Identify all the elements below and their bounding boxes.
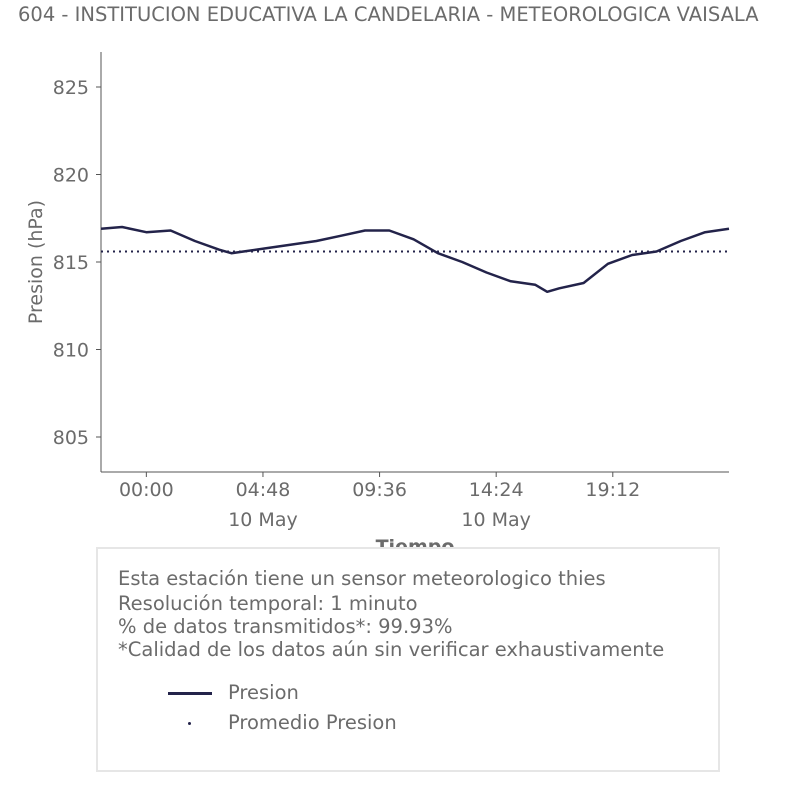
pressure-chart: 604 - INSTITUCION EDUCATIVA LA CANDELARI… [18,3,759,558]
series-layer [100,225,730,294]
info-quality-text: *Calidad de los datos aún sin verificar … [118,638,665,661]
y-axis-ticks: 805 810 815 820 825 [53,77,101,449]
x-tick-label: 04:48 [236,479,291,501]
info-resolution-text: Resolución temporal: 1 minuto [118,592,418,615]
x-axis-ticks: 00:00 04:48 10 May 09:36 14:24 10 May 19:12 [119,472,640,531]
x-tick-label: 14:24 [469,479,524,501]
legend-label-promedio: Promedio Presion [228,711,397,734]
info-sensor-text: Esta estación tiene un sensor meteorolog… [118,567,606,590]
series-line-presion [100,225,730,294]
y-tick-label: 810 [53,340,89,362]
x-tick-label: 19:12 [585,479,640,501]
y-tick-label: 815 [53,252,89,274]
legend-line-swatch [168,692,212,695]
chart-title: 604 - INSTITUCION EDUCATIVA LA CANDELARI… [18,3,759,26]
info-transmitted-text: % de datos transmitidos*: 99.93% [118,615,453,638]
x-tick-sublabel: 10 May [461,509,531,531]
x-tick-label: 00:00 [119,479,174,501]
y-axis-label: Presion (hPa) [25,200,47,324]
y-tick-label: 825 [53,77,89,99]
x-tick-sublabel: 10 May [228,509,298,531]
y-tick-label: 820 [53,165,89,187]
legend-label-presion: Presion [228,681,299,704]
x-tick-label: 09:36 [352,479,407,501]
legend-dot-swatch [188,722,191,725]
y-tick-label: 805 [53,427,89,449]
info-legend-box: Esta estación tiene un sensor meteorolog… [96,547,720,772]
